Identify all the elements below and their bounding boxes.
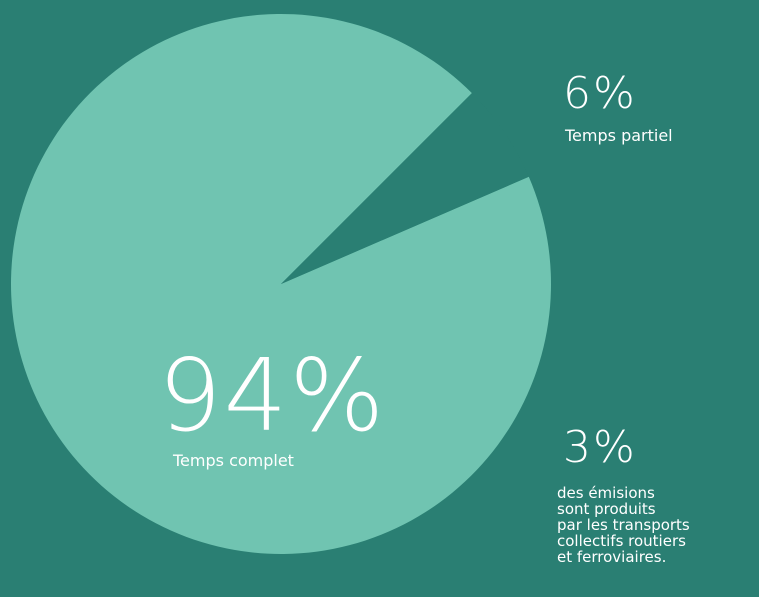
annotation-text: sont produits [557, 500, 656, 518]
annotation-text: et ferroviaires. [557, 548, 666, 566]
annotation-text: collectifs routiers [557, 532, 686, 550]
pie-slice [10, 14, 552, 555]
value-label: 6% [563, 68, 637, 119]
value-label: 94% [158, 337, 386, 454]
annotation-value: 3% [563, 422, 637, 473]
pie-slice [281, 93, 529, 284]
category-label: Temps complet [172, 451, 294, 470]
category-label: Temps partiel [564, 126, 673, 145]
annotation-text: des émisions [557, 484, 655, 502]
annotation-text: par les transports [557, 516, 690, 534]
